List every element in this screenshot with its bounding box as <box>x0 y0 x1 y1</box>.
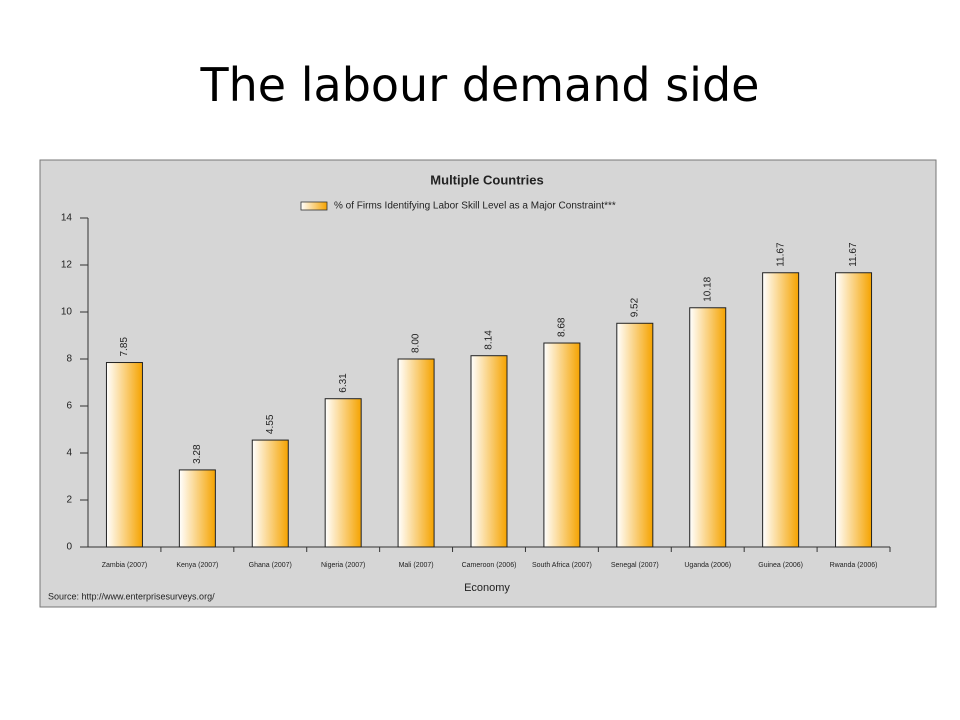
bar <box>178 469 216 548</box>
y-tick-label: 6 <box>66 401 72 412</box>
x-tick-label: Rwanda (2006) <box>830 562 878 569</box>
x-tick-label: Nigeria (2007) <box>321 562 365 569</box>
legend-label: % of Firms Identifying Labor Skill Level… <box>334 201 616 212</box>
value-label: 11.67 <box>775 242 786 267</box>
y-tick-label: 10 <box>61 307 73 318</box>
bar <box>105 362 143 548</box>
value-label: 11.67 <box>848 242 859 267</box>
bar <box>835 272 873 548</box>
value-label: 3.28 <box>192 444 203 464</box>
x-tick-label: Uganda (2006) <box>684 562 731 569</box>
y-tick-label: 2 <box>66 495 72 506</box>
y-tick-label: 12 <box>61 260 73 271</box>
x-tick-label: Kenya (2007) <box>176 562 218 569</box>
value-label: 7.85 <box>119 337 130 357</box>
value-label: 8.68 <box>557 317 568 337</box>
x-tick-label: Mali (2007) <box>399 562 434 569</box>
bar <box>470 355 508 548</box>
value-label: 8.00 <box>411 333 422 353</box>
value-label: 9.52 <box>629 297 640 317</box>
bar <box>762 272 800 548</box>
source-note: Source: http://www.enterprisesurveys.org… <box>48 591 215 601</box>
chart-title: Multiple Countries <box>430 172 543 187</box>
value-label: 4.55 <box>265 414 276 434</box>
slide-title: The labour demand side <box>200 58 760 112</box>
x-tick-label: Senegal (2007) <box>611 562 659 569</box>
x-tick-label: Zambia (2007) <box>102 562 148 569</box>
bar <box>543 342 581 548</box>
value-label: 6.31 <box>338 373 349 393</box>
y-tick-label: 4 <box>66 448 72 459</box>
value-label: 8.14 <box>484 330 495 350</box>
y-tick-label: 14 <box>61 213 73 224</box>
legend-swatch <box>300 201 328 211</box>
x-tick-label: Guinea (2006) <box>758 562 803 569</box>
x-tick-label: Cameroon (2006) <box>462 562 517 569</box>
bar <box>251 439 289 548</box>
y-tick-label: 8 <box>66 354 72 365</box>
y-tick-label: 0 <box>66 542 72 553</box>
x-tick-label: South Africa (2007) <box>532 562 592 569</box>
bar <box>324 398 362 548</box>
bar <box>397 358 435 548</box>
x-tick-label: Ghana (2007) <box>249 562 292 569</box>
bar <box>689 307 727 548</box>
bar <box>616 322 654 548</box>
x-axis-label: Economy <box>464 582 510 594</box>
value-label: 10.18 <box>702 276 713 301</box>
